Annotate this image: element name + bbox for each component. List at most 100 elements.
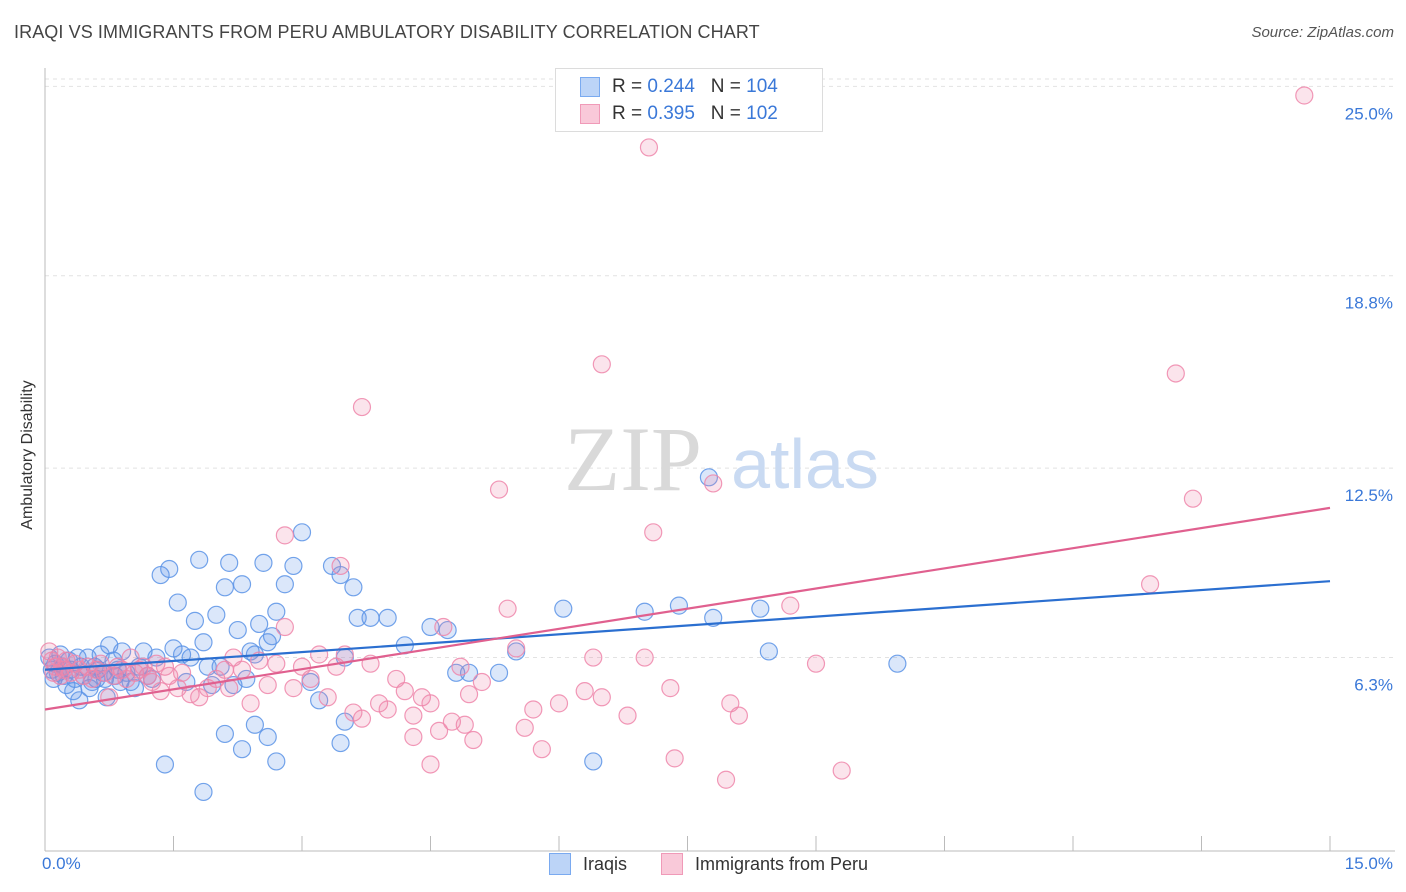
peru-point	[421, 694, 440, 713]
peru-point	[275, 617, 294, 637]
peru-point	[451, 657, 470, 676]
peru-point	[515, 718, 534, 737]
peru-point	[1140, 575, 1160, 594]
legend-r-value-iraqis: 0.244	[647, 76, 695, 97]
peru-point	[549, 694, 569, 713]
iraqi-point	[220, 553, 239, 572]
peru-point	[267, 654, 286, 673]
peru-point	[241, 694, 260, 713]
legend-swatch-peru	[580, 104, 600, 124]
iraqi-point	[267, 752, 286, 771]
iraqi-point	[888, 654, 907, 673]
peru-point	[575, 682, 594, 701]
iraqi-point	[160, 559, 179, 579]
iraqi-point	[232, 740, 252, 759]
peru-point	[275, 526, 294, 545]
iraqi-point	[181, 648, 200, 667]
peru-point	[532, 740, 551, 759]
x-tick-label: 0.0%	[42, 854, 81, 873]
iraqi-point	[421, 617, 440, 637]
iraqi-point	[361, 608, 380, 627]
iraqi-point	[185, 611, 205, 630]
zipatlas-watermark: ZIP atlas	[564, 408, 879, 510]
axes	[44, 68, 1395, 852]
iraqi-point	[751, 599, 770, 618]
legend-n-label: N =	[710, 76, 741, 97]
peru-point	[421, 755, 440, 774]
peru-point	[100, 688, 119, 707]
bottom-legend-label-peru: Immigrants from Peru	[695, 853, 869, 874]
iraqi-point	[267, 602, 286, 621]
peru-point	[378, 700, 397, 719]
iraqi-point	[378, 608, 397, 627]
bottom-legend-iraqis: Iraqis	[549, 852, 627, 876]
peru-point	[489, 480, 509, 499]
y-tick-label: 12.5%	[1345, 486, 1393, 505]
peru-point	[1166, 364, 1185, 383]
iraqi-point	[194, 633, 213, 652]
peru-point	[832, 761, 851, 780]
iraqi-point	[554, 599, 573, 618]
peru-point	[806, 654, 826, 673]
peru-point	[524, 700, 543, 719]
peru-point	[464, 730, 483, 750]
peru-point	[507, 639, 526, 658]
peru-point	[258, 675, 277, 695]
iraqi-point	[292, 523, 312, 542]
iraqi-point	[635, 602, 654, 621]
legend-row-peru: R = 0.395 N = 102	[580, 101, 778, 127]
peru-point	[404, 706, 423, 725]
iraqi-point	[250, 614, 269, 634]
y-tick-label: 25.0%	[1345, 104, 1393, 123]
iraqi-point	[262, 627, 282, 646]
iraqi-point	[258, 727, 277, 747]
peru-point	[472, 672, 491, 692]
gridlines	[45, 78, 1395, 659]
peru-point	[404, 727, 423, 747]
iraqi-point	[284, 556, 303, 576]
bottom-swatch-iraqis	[549, 853, 571, 875]
legend-n-value-peru: 102	[746, 103, 778, 124]
peru-point	[644, 523, 663, 542]
iraqi-point	[331, 565, 350, 585]
chart-title: IRAQI VS IMMIGRANTS FROM PERU AMBULATORY…	[14, 22, 760, 42]
iraqi-point	[489, 663, 509, 682]
peru-point	[661, 679, 680, 698]
peru-trend-line	[44, 506, 1331, 711]
peru-point	[584, 648, 603, 667]
iraqi-point	[254, 553, 273, 572]
iraqi-point	[245, 715, 264, 734]
iraqi-trend-line	[44, 580, 1331, 671]
iraqi-point	[232, 575, 252, 594]
correlation-legend: R = 0.244 N = 104 R = 0.395 N = 102	[555, 68, 823, 132]
iraqi-point	[190, 550, 209, 569]
x-tick-label: 15.0%	[1345, 854, 1393, 873]
iraqi-point	[584, 752, 603, 771]
peru-point	[232, 660, 252, 679]
peru-point	[352, 709, 372, 728]
iraqi-point	[331, 733, 350, 753]
legend-n-value-iraqis: 104	[746, 76, 778, 97]
peru-point	[592, 688, 611, 707]
peru-point	[434, 617, 453, 637]
tick-labels: 6.3% 12.5% 18.8% 25.0% 0.0% 15.0%	[42, 104, 1393, 873]
legend-r-label: R =	[612, 76, 643, 97]
iraqi-point	[194, 782, 213, 802]
source-label: Source: ZipAtlas.com	[1251, 24, 1394, 41]
peru-point	[395, 682, 414, 701]
iraqi-point	[348, 608, 367, 627]
y-tick-label: 6.3%	[1354, 676, 1393, 695]
watermark-zip: ZIP	[564, 408, 702, 510]
trend-lines	[44, 506, 1331, 711]
peru-point	[455, 715, 474, 734]
peru-point	[91, 654, 110, 673]
peru-point	[729, 706, 749, 725]
y-tick-label: 18.8%	[1345, 294, 1393, 313]
peru-point	[459, 685, 479, 704]
peru-point	[1183, 489, 1203, 508]
peru-point	[301, 669, 320, 689]
peru-point	[635, 648, 654, 667]
iraqi-point	[215, 724, 234, 744]
peru-point	[592, 355, 611, 374]
